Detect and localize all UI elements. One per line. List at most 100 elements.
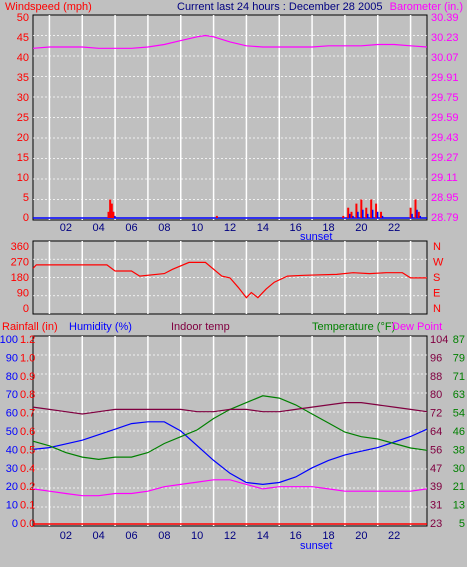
panel-2-grid — [33, 241, 427, 314]
panel-3-x-tick-label: 10 — [191, 530, 203, 542]
barometer-line — [32, 34, 428, 49]
panel-1-x-tick-label: 04 — [93, 222, 105, 234]
panel-1-x-tick-label: 02 — [60, 222, 72, 234]
windspeed-tick-label: 20 — [17, 132, 29, 144]
sunset-label-bottom: sunset — [300, 540, 332, 552]
barometer-tick-label: 28.79 — [431, 212, 459, 224]
rainfall-tick-label: 1.2 — [20, 334, 35, 346]
barometer-tick-label: 28.95 — [431, 192, 459, 204]
rainfall-tick-label: 0.0 — [20, 518, 35, 530]
temperature-axis-label: Temperature (°F) — [312, 321, 395, 333]
compass-tick-label: E — [433, 288, 440, 300]
panel-wind-barometer: 0 5 10 15 20 25 30 35 40 45 50 28.79 28.95 29.11 29.2… — [5, 1, 463, 243]
panel-3-x-tick-label: 12 — [224, 530, 236, 542]
rainfall-axis: 0.0 0.1 0.2 0.4 0.5 0.6 0.7 0.8 0.9 1.0 1.2 — [20, 334, 35, 530]
wind-direction-tick-label: 180 — [11, 272, 29, 284]
dewpoint-axis-label: Dew Point — [392, 321, 442, 333]
wind-direction-tick-label: 90 — [17, 288, 29, 300]
humidity-axis: 0 10 20 30 40 50 60 70 80 90 100 — [0, 334, 18, 530]
panel-1-x-tick-label: 20 — [355, 222, 367, 234]
dewpoint-tick-label: 38 — [453, 444, 465, 456]
humidity-tick-label: 0 — [12, 518, 18, 530]
barometer-tick-label: 29.27 — [431, 152, 459, 164]
windspeed-tick-label: 30 — [17, 92, 29, 104]
temperature-tick-label: 72 — [430, 408, 442, 420]
panel-2-series — [32, 261, 427, 299]
wind-direction-degrees-axis: 0 90 180 270 360 — [11, 241, 29, 315]
panel-1-x-tick-label: 06 — [125, 222, 137, 234]
chart-title: Current last 24 hours : December 28 2005 — [177, 1, 382, 13]
panel-1-x-tick-label: 08 — [158, 222, 170, 234]
barometer-tick-label: 29.75 — [431, 92, 459, 104]
windspeed-tick-label: 15 — [17, 152, 29, 164]
panel-3-x-tick-label: 22 — [388, 530, 400, 542]
humidity-tick-label: 20 — [6, 481, 18, 493]
dewpoint-axis: 5 13 21 30 38 46 54 63 71 79 87 — [453, 334, 465, 530]
wind-direction-tick-label: 360 — [11, 241, 29, 253]
wind-direction-tick-label: 0 — [23, 303, 29, 315]
humidity-tick-label: 50 — [6, 426, 18, 438]
temperature-axis: 23 31 39 47 56 64 72 80 88 96 104 — [430, 334, 448, 530]
panel-1-x-tick-label: 22 — [388, 222, 400, 234]
temperature-tick-label: 96 — [430, 352, 442, 364]
panel-3-x-tick-label: 16 — [290, 530, 302, 542]
humidity-axis-label: Humidity (%) — [69, 321, 132, 333]
barometer-tick-label: 29.43 — [431, 132, 459, 144]
dewpoint-tick-label: 13 — [453, 500, 465, 512]
panel-1-x-tick-label: 14 — [257, 222, 269, 234]
rainfall-tick-label: 1.0 — [20, 352, 35, 364]
humidity-tick-label: 90 — [6, 352, 18, 364]
windspeed-axis: 0 5 10 15 20 25 30 35 40 45 50 — [17, 12, 29, 224]
panel-3-x-tick-label: 02 — [60, 530, 72, 542]
temperature-tick-label: 23 — [430, 518, 442, 530]
panel-3-x-tick-label: 04 — [93, 530, 105, 542]
windspeed-tick-label: 50 — [17, 12, 29, 24]
temperature-tick-label: 39 — [430, 481, 442, 493]
barometer-axis-label: Barometer (in.) — [390, 1, 463, 13]
wind-direction-tick-label: 270 — [11, 257, 29, 269]
panel-1-x-tick-label: 16 — [290, 222, 302, 234]
humidity-tick-label: 30 — [6, 463, 18, 475]
temperature-tick-label: 80 — [430, 389, 442, 401]
panel-1-x-tick-label: 10 — [191, 222, 203, 234]
windspeed-tick-label: 40 — [17, 52, 29, 64]
humidity-tick-label: 100 — [0, 334, 18, 346]
barometer-tick-label: 29.91 — [431, 72, 459, 84]
barometer-axis: 28.79 28.95 29.11 29.27 29.43 29.59 29.75 29.91… — [431, 12, 459, 224]
compass-tick-label: S — [433, 272, 440, 284]
sunset-label: sunset — [300, 231, 332, 243]
panel-3-x-axis: 02 04 06 08 10 12 14 16 18 20 22 — [60, 530, 401, 542]
barometer-tick-label: 30.07 — [431, 52, 459, 64]
windspeed-tick-label: 25 — [17, 112, 29, 124]
windspeed-tick-label: 10 — [17, 172, 29, 184]
rainfall-tick-label: 0.6 — [20, 426, 35, 438]
panel-3-x-tick-label: 14 — [257, 530, 269, 542]
panel-1-grid — [33, 15, 427, 220]
windspeed-tick-label: 45 — [17, 32, 29, 44]
windspeed-tick-label: 5 — [23, 192, 29, 204]
humidity-line — [32, 421, 428, 486]
temperature-tick-label: 64 — [430, 426, 442, 438]
rainfall-axis-label: Rainfall (in) — [2, 321, 58, 333]
dewpoint-line — [32, 479, 428, 497]
windspeed-tick-label: 0 — [23, 212, 29, 224]
indoor-temp-line — [32, 402, 428, 415]
barometer-tick-label: 29.59 — [431, 112, 459, 124]
humidity-tick-label: 40 — [6, 444, 18, 456]
dewpoint-tick-label: 87 — [453, 334, 465, 346]
humidity-tick-label: 70 — [6, 389, 18, 401]
dewpoint-tick-label: 54 — [453, 408, 465, 420]
compass-tick-label: N — [433, 303, 441, 315]
rainfall-tick-label: 0.5 — [20, 444, 35, 456]
temperature-tick-label: 31 — [430, 500, 442, 512]
dewpoint-tick-label: 63 — [453, 389, 465, 401]
barometer-tick-label: 29.11 — [431, 172, 458, 184]
panel-3-x-tick-label: 18 — [322, 530, 334, 542]
panel-3-x-tick-label: 20 — [355, 530, 367, 542]
dewpoint-tick-label: 30 — [453, 463, 465, 475]
panel-3-x-tick-label: 06 — [125, 530, 137, 542]
